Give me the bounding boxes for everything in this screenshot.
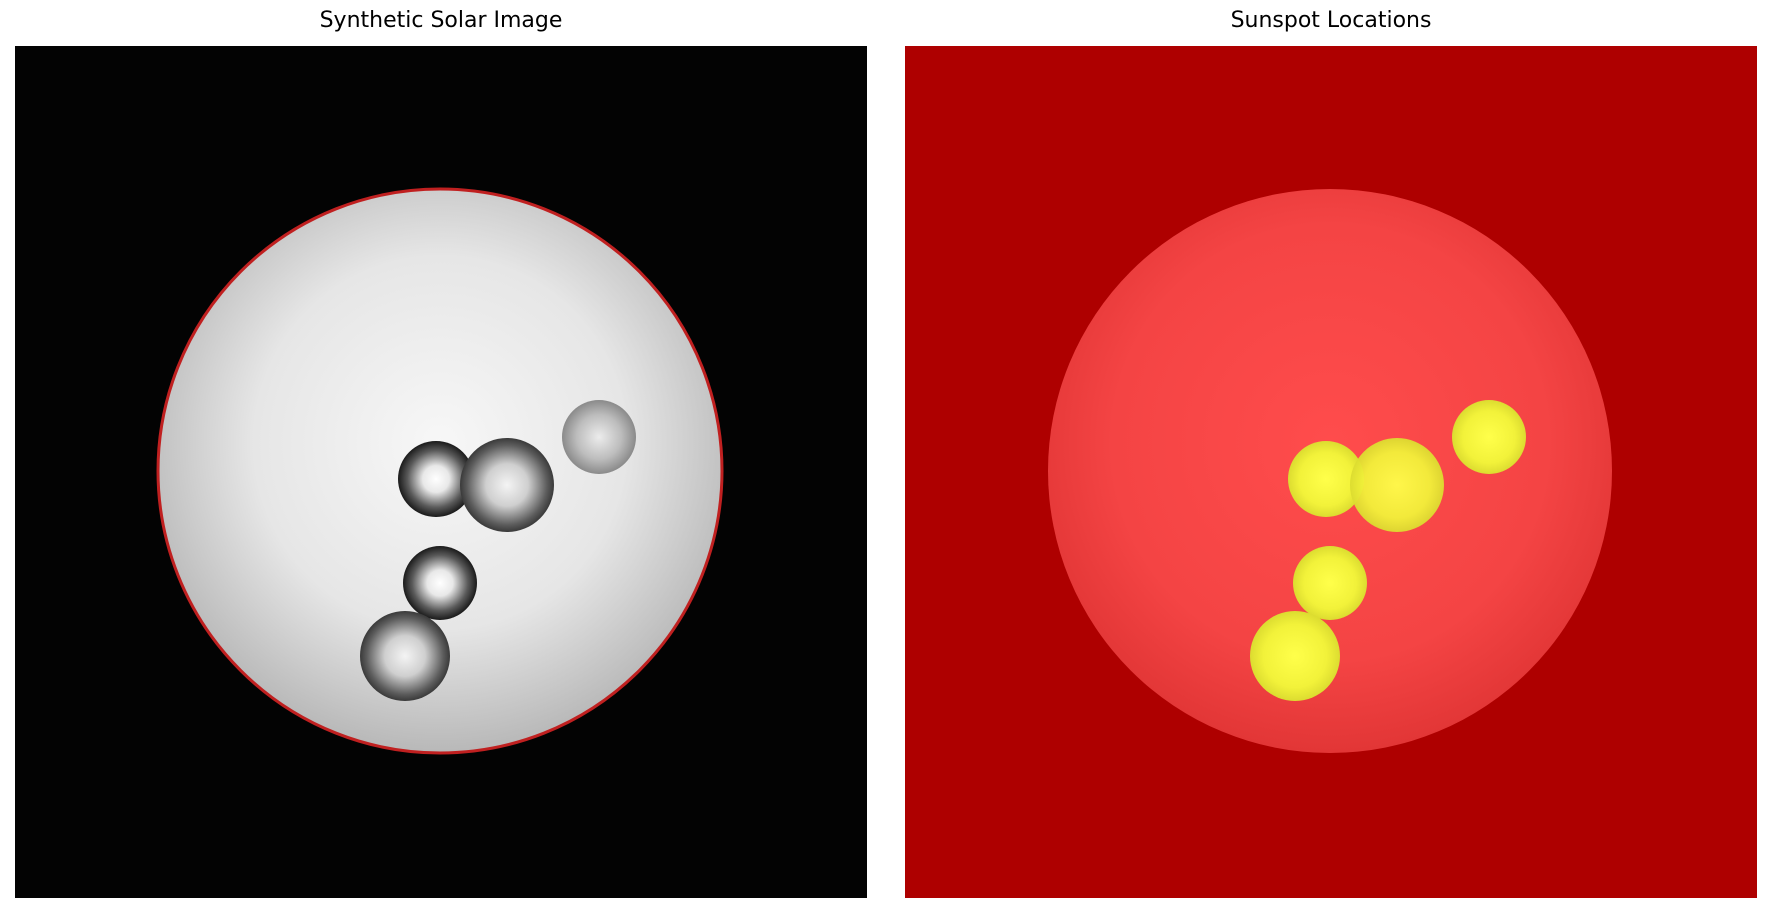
synthetic-solar-image-panel xyxy=(15,46,867,898)
sunspot-upper-right xyxy=(562,400,636,474)
sunspot-mask-center-right xyxy=(1350,438,1444,532)
sunspot-center-left xyxy=(398,441,474,517)
sunspot-mask-upper-right xyxy=(1452,400,1526,474)
sunspot-mask-lower-left xyxy=(1250,611,1340,701)
sunspot-mask-lower-middle xyxy=(1293,546,1367,620)
left-panel-title: Synthetic Solar Image xyxy=(319,8,563,33)
sunspot-lower-left xyxy=(360,611,450,701)
sunspot-locations-panel xyxy=(905,46,1757,898)
sunspot-center-right xyxy=(460,438,554,532)
solar-limb-outline xyxy=(156,187,724,755)
synthetic-solar-image xyxy=(15,46,867,898)
sunspot-locations-map xyxy=(905,46,1757,898)
sunspot-mask-center-left xyxy=(1288,441,1364,517)
right-panel-title: Sunspot Locations xyxy=(1230,8,1432,33)
sunspot-lower-middle xyxy=(403,546,477,620)
